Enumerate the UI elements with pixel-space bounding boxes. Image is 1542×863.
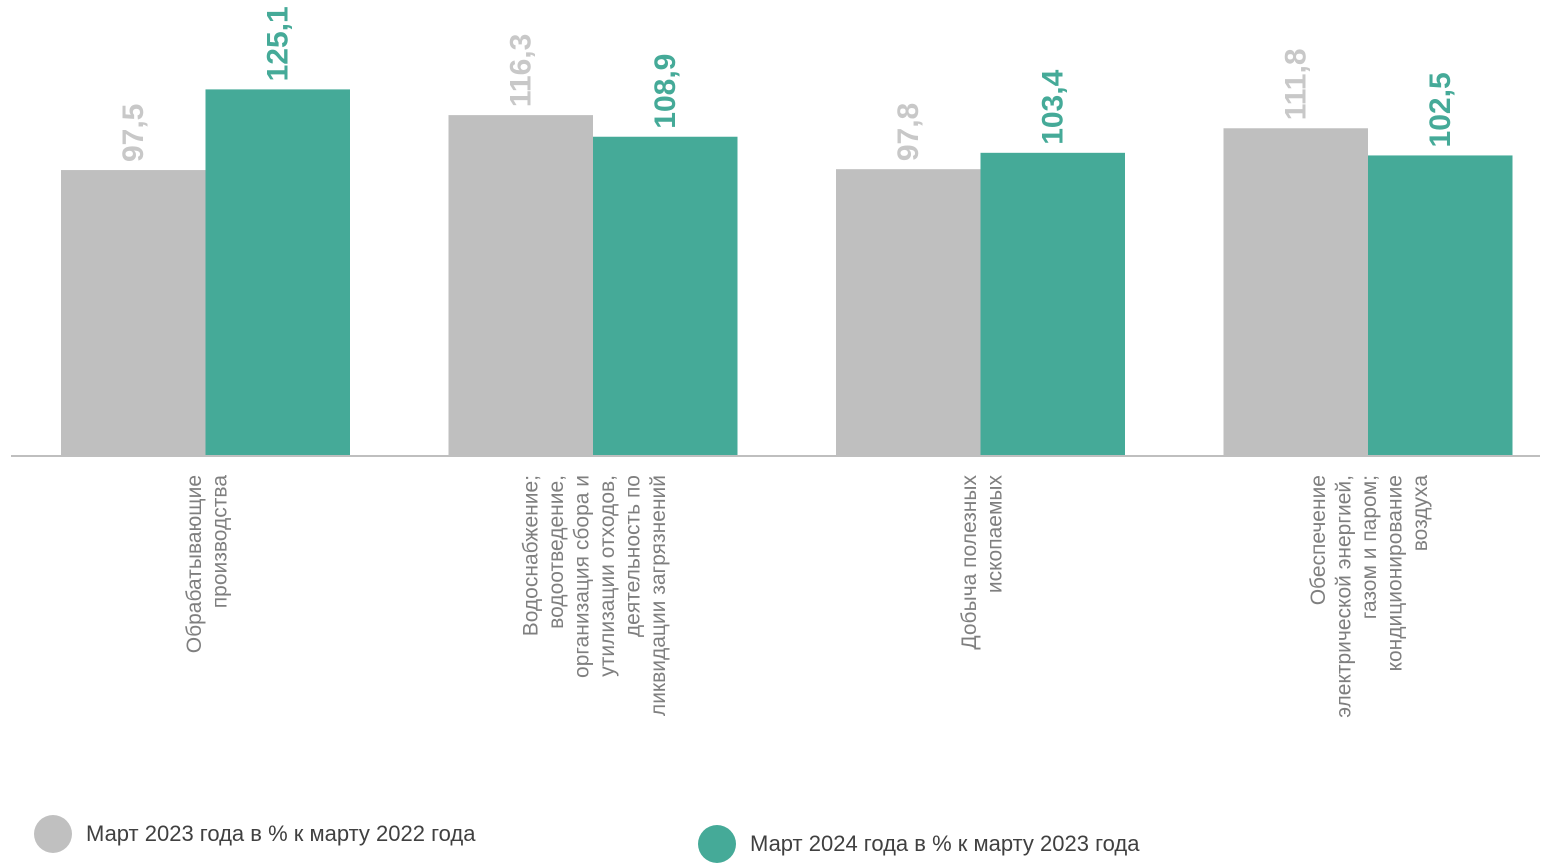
legend-swatch-2023 xyxy=(34,815,72,853)
value-label-s0-c2: 97,8 xyxy=(892,103,925,161)
category-label-2-line-1: ископаемых xyxy=(983,475,1006,594)
category-label-1-line-3: утилизации отходов, xyxy=(596,475,619,677)
legend-label-2023: Март 2023 года в % к марту 2022 года xyxy=(86,821,476,846)
bar-s1-c1 xyxy=(593,136,738,456)
category-label-3-line-3: кондиционирование xyxy=(1384,475,1407,671)
category-label-1-line-4: деятельность по xyxy=(621,475,644,637)
bar-s1-c0 xyxy=(205,89,350,456)
bar-s0-c3 xyxy=(1223,128,1368,455)
category-label-3-line-2: газом и паром; xyxy=(1358,475,1381,619)
category-label-1-line-1: водоотведение, xyxy=(545,475,568,629)
value-label-s0-c0: 97,5 xyxy=(117,104,150,162)
legend-item-2023: Март 2023 года в % к марту 2022 года xyxy=(34,815,475,853)
category-label-3-line-0: Обеспечение xyxy=(1307,475,1330,605)
legend-swatch-2024 xyxy=(698,825,736,863)
category-label-1-line-2: организация сбора и xyxy=(570,475,593,678)
category-label-3-line-4: воздуха xyxy=(1409,475,1432,552)
category-label-2-line-0: Добыча полезных xyxy=(958,475,981,650)
value-label-s0-c3: 111,8 xyxy=(1280,48,1313,120)
value-label-s0-c1: 116,3 xyxy=(505,34,538,107)
value-label-s1-c2: 103,4 xyxy=(1037,69,1070,144)
bar-s0-c2 xyxy=(836,169,981,455)
category-label-1-line-0: Водоснабжение; xyxy=(519,475,542,636)
bar-s0-c0 xyxy=(61,170,206,456)
legend-item-2024: Март 2024 года в % к марту 2023 года xyxy=(698,825,1139,863)
legend-label-2024: Март 2024 года в % к марту 2023 года xyxy=(750,831,1140,856)
category-label-0-line-0: Обрабатывающие xyxy=(183,475,206,653)
category-label-1-line-5: ликвидации загрязнений xyxy=(647,475,670,716)
value-label-s1-c1: 108,9 xyxy=(649,54,682,129)
category-label-3-line-1: электрической энергией, xyxy=(1333,475,1356,718)
bar-s1-c2 xyxy=(980,152,1125,455)
category-label-0-line-1: производства xyxy=(208,475,231,609)
value-label-s1-c0: 125,1 xyxy=(262,6,295,81)
value-label-s1-c3: 102,5 xyxy=(1424,72,1457,147)
bar-s0-c1 xyxy=(448,115,593,455)
bar-s1-c3 xyxy=(1368,155,1513,456)
